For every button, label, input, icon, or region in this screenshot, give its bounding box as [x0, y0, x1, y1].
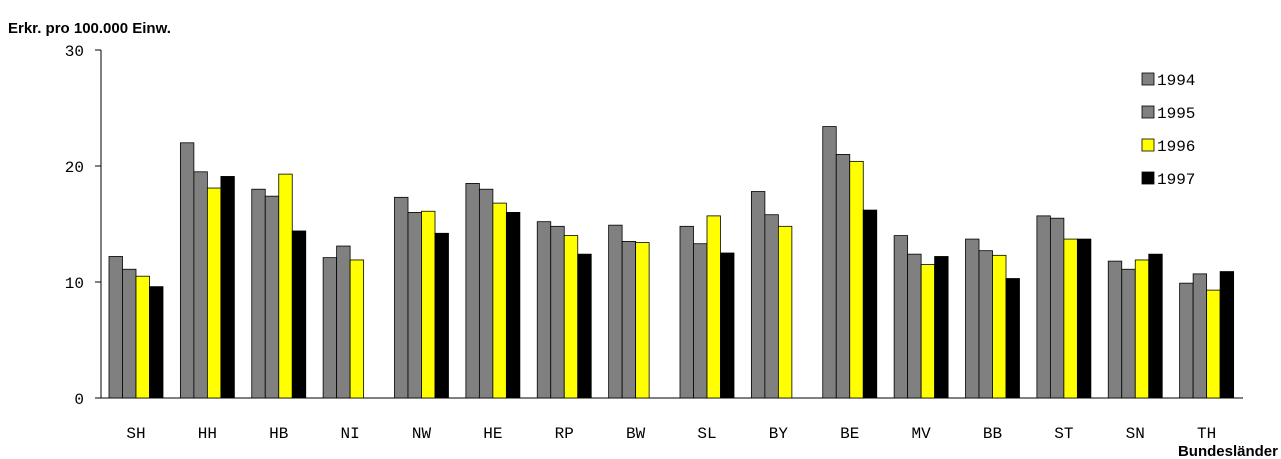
- bar-MV-1996: [920, 264, 936, 399]
- bar-SN-1994: [1107, 260, 1123, 399]
- legend-label-1995: 1995: [1157, 105, 1195, 123]
- bar-SN-1996: [1134, 259, 1150, 399]
- bar-NW-1995: [407, 211, 422, 399]
- bar-SL-1995: [693, 243, 708, 399]
- bar-HH-1996: [206, 187, 222, 399]
- bar-HE-1997: [505, 211, 521, 399]
- y-tick-label: 30: [65, 43, 84, 61]
- x-tick-label: HE: [483, 425, 502, 443]
- bar-NW-1997: [434, 232, 449, 399]
- bar-BB-1997: [1005, 278, 1020, 399]
- bar-MV-1995: [907, 253, 922, 399]
- legend-swatch-1997: [1141, 171, 1155, 185]
- x-tick-label: BW: [626, 425, 646, 443]
- bar-SN-1997: [1148, 253, 1163, 399]
- y-tick-label: 0: [74, 391, 84, 409]
- bar-HB-1995: [264, 195, 280, 399]
- x-tick-label: BB: [983, 425, 1002, 443]
- bar-ST-1995: [1049, 217, 1065, 399]
- legend-swatch-1995: [1141, 105, 1155, 119]
- x-tick-labels: SH HH HB NI NW HE RP BW SL BY BE MV BB ST SN TH: [126, 425, 1216, 443]
- bar-ST-1994: [1036, 215, 1051, 399]
- bar-RP-1994: [536, 221, 552, 399]
- bar-SL-1994: [679, 225, 694, 399]
- bar-HE-1995: [478, 188, 494, 399]
- bar-SL-1996: [706, 215, 721, 399]
- x-tick-label: TH: [1197, 425, 1216, 443]
- x-tick-label: MV: [912, 425, 932, 443]
- bar-TH-1995: [1192, 273, 1208, 399]
- x-tick-label: SH: [126, 425, 145, 443]
- x-tick-label: BY: [769, 425, 789, 443]
- bar-BY-1994: [750, 191, 766, 399]
- bar-RP-1997: [577, 253, 592, 399]
- bar-BY-1996: [777, 225, 793, 399]
- bar-TH-1997: [1219, 271, 1235, 399]
- bar-HH-1994: [179, 142, 195, 399]
- bar-NI-1996: [349, 259, 365, 399]
- bar-SL-1997: [720, 252, 735, 399]
- bar-BW-1995: [621, 240, 637, 399]
- bar-MV-1997: [934, 256, 949, 399]
- bar-HE-1994: [465, 182, 480, 399]
- bar-MV-1994: [893, 235, 909, 399]
- bar-TH-1994: [1179, 282, 1194, 399]
- bar-RP-1995: [550, 225, 565, 399]
- bar-HE-1996: [492, 202, 507, 399]
- bar-BE-1996: [849, 160, 864, 399]
- bar-SH-1997: [149, 286, 164, 399]
- x-tick-label: ST: [1054, 425, 1073, 443]
- bar-BE-1997: [862, 209, 878, 399]
- bar-TH-1996: [1206, 289, 1221, 399]
- bar-NW-1996: [421, 210, 436, 399]
- legend-swatch-1996: [1141, 138, 1155, 152]
- bar-RP-1996: [563, 235, 579, 399]
- bar-ST-1997: [1076, 238, 1092, 399]
- bar-BW-1996: [635, 242, 650, 399]
- bar-NI-1994: [322, 257, 338, 399]
- x-tick-label: RP: [555, 425, 574, 443]
- bar-BB-1996: [992, 254, 1007, 399]
- bar-BW-1994: [608, 224, 623, 399]
- x-tick-label: NW: [412, 425, 432, 443]
- x-tick-label: SN: [1126, 425, 1145, 443]
- legend-label-1996: 1996: [1157, 138, 1195, 156]
- bar-HH-1997: [220, 176, 235, 399]
- y-tick-labels: 0 10 20 30: [65, 43, 84, 409]
- x-tick-label: SL: [697, 425, 716, 443]
- bar-HH-1995: [193, 171, 208, 399]
- legend-swatch-1994: [1141, 72, 1155, 86]
- bar-BY-1995: [764, 214, 779, 399]
- bar-SH-1995: [122, 268, 137, 399]
- y-axis-label: Erkr. pro 100.000 Einw.: [8, 20, 171, 37]
- bar-BE-1994: [822, 126, 837, 399]
- legend: 1994 1995 1996 1997: [1141, 72, 1195, 189]
- bar-HB-1997: [291, 230, 307, 399]
- x-tick-label: NI: [341, 425, 360, 443]
- bar-BB-1994: [965, 238, 980, 399]
- x-tick-label: BE: [840, 425, 859, 443]
- bar-NI-1995: [336, 245, 351, 399]
- bar-BE-1995: [835, 153, 851, 399]
- legend-label-1994: 1994: [1157, 72, 1195, 90]
- y-tick-label: 20: [65, 159, 84, 177]
- bar-BB-1995: [978, 250, 993, 399]
- bar-HB-1996: [278, 173, 293, 399]
- legend-label-1997: 1997: [1157, 171, 1195, 189]
- bar-HB-1994: [251, 188, 266, 399]
- bar-SH-1996: [135, 275, 150, 399]
- y-tick-label: 10: [65, 275, 84, 293]
- bar-SN-1995: [1121, 268, 1136, 399]
- bar-SH-1994: [108, 256, 123, 399]
- bar-ST-1996: [1063, 238, 1078, 399]
- x-axis-label: Bundesländer: [1178, 443, 1278, 459]
- bars-group: [108, 126, 1235, 399]
- x-tick-label: HB: [269, 425, 288, 443]
- bar-NW-1994: [394, 196, 409, 399]
- x-tick-label: HH: [198, 425, 217, 443]
